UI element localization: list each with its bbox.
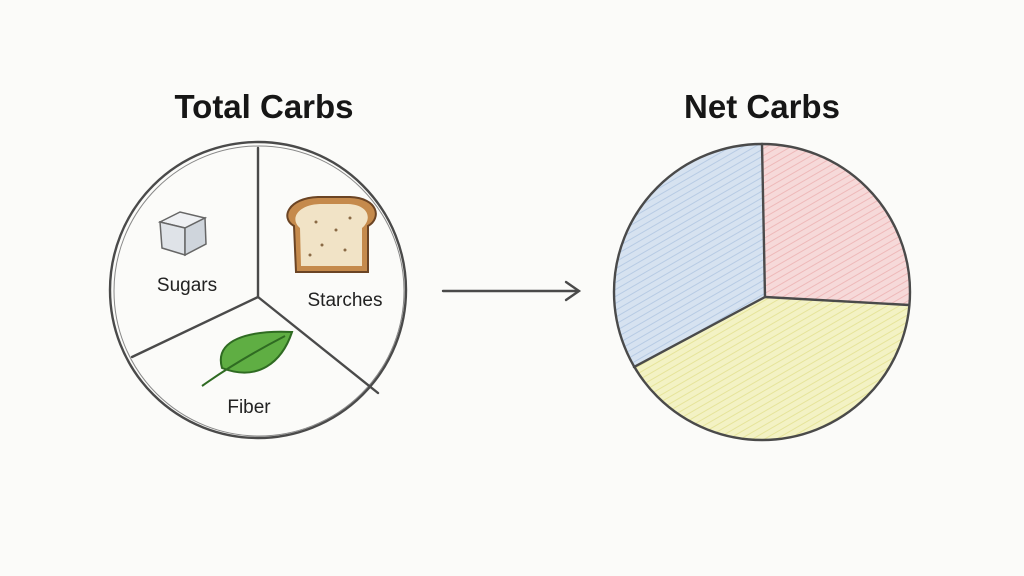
yellow-segment	[634, 297, 909, 440]
right-title: Net Carbs	[684, 88, 840, 125]
arrow	[441, 280, 582, 302]
leaf-icon	[201, 330, 294, 387]
left-title: Total Carbs	[174, 88, 353, 125]
sugar-cube-icon	[157, 211, 208, 257]
bread-icon	[286, 196, 377, 273]
segment-label: Fiber	[227, 397, 271, 418]
left-circle	[108, 140, 408, 440]
segment-label: Sugars	[157, 275, 217, 296]
blue-segment	[613, 143, 765, 367]
red-segment	[762, 144, 910, 305]
segment-label: Starches	[308, 290, 383, 311]
right-circle	[612, 142, 912, 442]
